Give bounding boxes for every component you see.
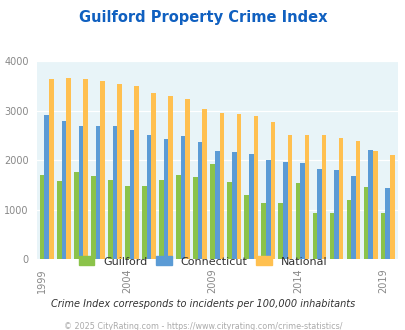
Bar — [316, 169, 321, 259]
Bar — [355, 141, 360, 259]
Bar — [333, 170, 338, 259]
Bar — [350, 176, 355, 259]
Bar — [214, 151, 219, 259]
Bar — [180, 136, 185, 259]
Bar — [287, 135, 292, 259]
Bar — [117, 84, 121, 259]
Bar — [295, 183, 299, 259]
Bar — [244, 195, 248, 259]
Bar — [227, 182, 231, 259]
Bar — [384, 188, 389, 259]
Bar — [248, 154, 253, 259]
Bar — [66, 78, 70, 259]
Bar — [372, 150, 377, 259]
Bar — [45, 115, 49, 259]
Bar — [57, 181, 62, 259]
Bar — [134, 86, 139, 259]
Bar — [367, 150, 372, 259]
Bar — [142, 186, 146, 259]
Bar — [363, 187, 367, 259]
Bar — [83, 79, 87, 259]
Bar — [231, 152, 236, 259]
Bar — [108, 180, 112, 259]
Bar — [278, 203, 282, 259]
Bar — [185, 99, 190, 259]
Legend: Guilford, Connecticut, National: Guilford, Connecticut, National — [79, 256, 326, 267]
Bar — [78, 126, 83, 259]
Bar — [197, 142, 202, 259]
Bar — [49, 79, 53, 259]
Bar — [321, 135, 326, 259]
Bar — [338, 138, 343, 259]
Bar — [312, 213, 316, 259]
Bar — [159, 180, 163, 259]
Bar — [163, 139, 168, 259]
Bar — [304, 135, 309, 259]
Bar — [125, 186, 129, 259]
Bar — [95, 126, 100, 259]
Bar — [129, 130, 134, 259]
Bar — [112, 126, 117, 259]
Bar — [168, 96, 173, 259]
Bar — [193, 178, 197, 259]
Bar — [74, 172, 78, 259]
Bar — [219, 113, 224, 259]
Bar — [346, 200, 350, 259]
Bar — [380, 213, 384, 259]
Bar — [236, 114, 241, 259]
Bar — [91, 176, 95, 259]
Text: Guilford Property Crime Index: Guilford Property Crime Index — [79, 10, 326, 25]
Bar — [202, 109, 207, 259]
Bar — [299, 162, 304, 259]
Bar — [389, 155, 394, 259]
Bar — [282, 162, 287, 259]
Bar — [253, 116, 258, 259]
Bar — [100, 81, 104, 259]
Bar — [146, 135, 151, 259]
Bar — [265, 160, 270, 259]
Text: © 2025 CityRating.com - https://www.cityrating.com/crime-statistics/: © 2025 CityRating.com - https://www.city… — [64, 322, 341, 330]
Bar — [40, 175, 45, 259]
Bar — [176, 175, 180, 259]
Bar — [151, 93, 156, 259]
Text: Crime Index corresponds to incidents per 100,000 inhabitants: Crime Index corresponds to incidents per… — [51, 299, 354, 309]
Bar — [329, 213, 333, 259]
Bar — [261, 203, 265, 259]
Bar — [62, 121, 66, 259]
Bar — [270, 122, 275, 259]
Bar — [210, 164, 214, 259]
